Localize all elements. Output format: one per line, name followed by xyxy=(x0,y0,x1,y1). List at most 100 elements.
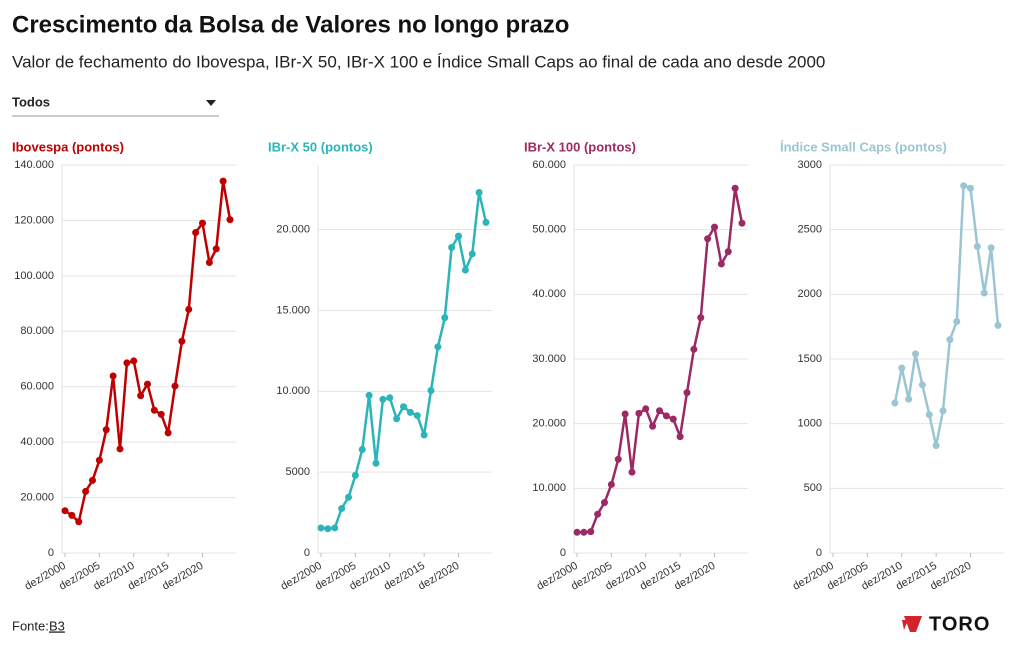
line xyxy=(577,187,744,534)
point xyxy=(351,471,359,479)
point xyxy=(482,218,490,226)
point xyxy=(338,505,346,513)
point xyxy=(704,235,712,243)
point xyxy=(427,387,435,395)
point xyxy=(144,380,151,388)
point xyxy=(219,177,227,185)
y-tick-label: 3000 xyxy=(798,159,822,171)
y-tick-label: 0 xyxy=(816,547,822,559)
point xyxy=(656,407,663,415)
y-tick-label: 100.000 xyxy=(14,270,54,282)
point xyxy=(406,408,414,416)
point xyxy=(324,525,332,533)
point xyxy=(918,381,926,389)
point xyxy=(662,412,670,420)
point xyxy=(413,412,421,420)
y-tick-label: 80.000 xyxy=(20,325,54,337)
subtitle: Valor de fechamento do Ibovespa, IBr-X 5… xyxy=(12,52,825,71)
point xyxy=(690,345,698,353)
y-tick-label: 15.000 xyxy=(276,304,310,316)
point xyxy=(150,406,158,414)
y-tick-label: 1000 xyxy=(798,418,822,430)
point xyxy=(75,518,83,526)
y-tick-label: 50.000 xyxy=(532,224,566,236)
y-tick-label: 20.000 xyxy=(20,491,54,503)
point xyxy=(185,305,193,313)
point xyxy=(891,399,899,407)
point xyxy=(925,411,933,419)
point xyxy=(905,395,913,403)
y-tick-label: 60.000 xyxy=(532,159,566,171)
point xyxy=(946,336,954,344)
dropdown-label[interactable]: Todos xyxy=(12,94,50,109)
point xyxy=(932,442,940,450)
point xyxy=(386,394,394,402)
dropdown[interactable]: Todos xyxy=(12,94,219,117)
point xyxy=(109,372,117,380)
point xyxy=(123,359,131,367)
y-tick-label: 10.000 xyxy=(276,385,310,397)
point xyxy=(365,391,373,399)
point xyxy=(912,350,919,358)
point xyxy=(628,468,636,476)
point xyxy=(192,228,200,236)
point xyxy=(171,382,179,390)
point xyxy=(967,184,974,192)
title: Crescimento da Bolsa de Valores no longo… xyxy=(12,11,569,38)
panel-title: IBr-X 100 (pontos) xyxy=(524,139,636,154)
brand-icon xyxy=(902,616,922,632)
point xyxy=(711,223,718,231)
y-tick-label: 1500 xyxy=(798,353,822,365)
y-tick-label: 60.000 xyxy=(20,381,54,393)
point xyxy=(226,216,234,224)
point xyxy=(683,389,691,397)
y-tick-label: 2000 xyxy=(798,288,822,300)
panel-title: IBr-X 50 (pontos) xyxy=(268,139,373,154)
point xyxy=(358,446,366,454)
point xyxy=(980,289,988,297)
point xyxy=(137,392,145,400)
y-tick-label: 40.000 xyxy=(20,436,54,448)
panel-title: Ibovespa (pontos) xyxy=(12,139,124,154)
point xyxy=(68,511,76,519)
point xyxy=(461,266,469,274)
point xyxy=(642,405,650,413)
point xyxy=(331,524,339,532)
point xyxy=(434,343,442,351)
brand: TORO xyxy=(929,613,990,635)
y-tick-label: 500 xyxy=(804,482,822,494)
point xyxy=(621,410,629,418)
source-link[interactable]: B3 xyxy=(49,618,65,633)
point xyxy=(649,422,657,430)
point xyxy=(898,364,906,372)
point xyxy=(317,524,325,532)
point xyxy=(130,357,138,365)
y-tick-label: 0 xyxy=(560,547,566,559)
point xyxy=(601,499,608,507)
point xyxy=(379,395,387,403)
dropdown-arrow[interactable] xyxy=(206,100,216,106)
point xyxy=(607,480,615,488)
point xyxy=(731,184,739,192)
point xyxy=(89,476,96,484)
point xyxy=(697,314,705,322)
point xyxy=(953,317,961,325)
y-tick-label: 20.000 xyxy=(532,418,566,430)
point xyxy=(400,403,407,411)
point xyxy=(669,415,677,423)
point xyxy=(738,219,746,227)
point xyxy=(573,528,581,536)
point xyxy=(475,188,483,196)
source-label: Fonte: xyxy=(12,618,49,633)
point xyxy=(82,487,90,495)
point xyxy=(164,429,172,437)
point xyxy=(61,507,69,515)
y-tick-label: 0 xyxy=(304,547,310,559)
y-tick-label: 120.000 xyxy=(14,214,54,226)
line xyxy=(320,191,488,531)
point xyxy=(455,232,462,240)
point xyxy=(178,337,186,345)
point xyxy=(205,258,213,266)
point xyxy=(635,409,643,417)
